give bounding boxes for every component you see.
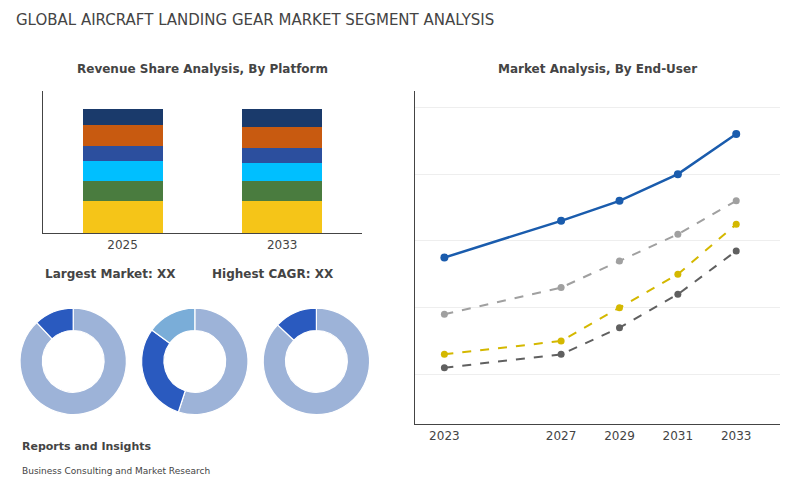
svg-text:Largest Market: XX: Largest Market: XX: [45, 267, 176, 281]
svg-text:Highest CAGR: XX: Highest CAGR: XX: [212, 267, 334, 281]
svg-text:Business Consulting and Market: Business Consulting and Market Research: [22, 466, 210, 476]
svg-text:2033: 2033: [267, 238, 298, 252]
svg-text:2025: 2025: [107, 238, 138, 252]
svg-text:2033: 2033: [721, 429, 752, 443]
svg-text:GLOBAL AIRCRAFT LANDING GEAR M: GLOBAL AIRCRAFT LANDING GEAR MARKET SEGM…: [16, 11, 494, 29]
svg-text:Market Analysis, By End-User: Market Analysis, By End-User: [498, 62, 697, 76]
svg-text:2031: 2031: [663, 429, 694, 443]
svg-text:2023: 2023: [429, 429, 460, 443]
svg-text:Revenue Share Analysis, By Pla: Revenue Share Analysis, By Platform: [77, 62, 328, 76]
svg-text:2029: 2029: [604, 429, 635, 443]
svg-text:Reports and Insights: Reports and Insights: [22, 440, 152, 453]
svg-text:2027: 2027: [546, 429, 577, 443]
